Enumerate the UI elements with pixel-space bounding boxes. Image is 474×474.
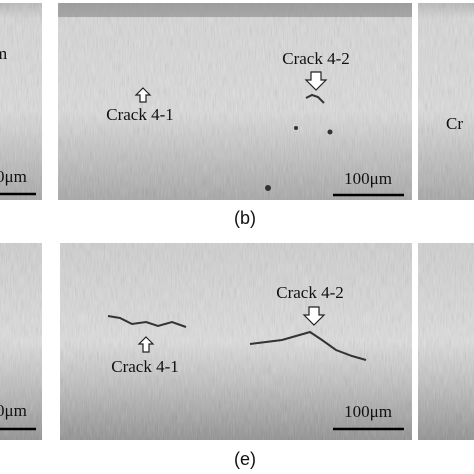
texture	[0, 3, 42, 200]
arrow	[302, 306, 326, 326]
caption: (e)	[234, 449, 256, 469]
arrow	[137, 336, 155, 353]
top-row: m 0μm Crack 4-2 Crack 4-1 100μm Cr	[0, 3, 474, 200]
pit	[327, 129, 333, 135]
texture	[58, 3, 412, 200]
caption: (b)	[234, 208, 256, 228]
crack-label: Crack 4-2	[276, 283, 344, 302]
crack-line	[107, 315, 187, 328]
pit	[265, 185, 271, 191]
edge-shadow	[58, 3, 412, 17]
scale-label: 0μm	[0, 167, 27, 186]
crack-label: Crack 4-1	[111, 357, 179, 376]
scale-label: 100μm	[344, 402, 392, 421]
crack-line	[249, 330, 367, 361]
scale-label: 100μm	[344, 169, 392, 188]
crack-label: Crack 4-2	[282, 49, 350, 68]
texture	[0, 243, 42, 440]
texture	[418, 243, 474, 440]
texture	[418, 3, 474, 200]
crack-label: Crack 4-1	[106, 105, 174, 124]
crack-line	[305, 93, 325, 104]
scale-label: 0μm	[0, 401, 27, 420]
pit	[294, 126, 298, 130]
bottom-row: 0μm Crack 4-2 Crack 4-1 100μm	[0, 243, 474, 440]
texture	[60, 243, 412, 440]
arrow	[304, 71, 328, 91]
label-fragment: m	[0, 44, 7, 63]
arrow	[134, 87, 152, 103]
label-fragment: Cr	[446, 114, 463, 133]
